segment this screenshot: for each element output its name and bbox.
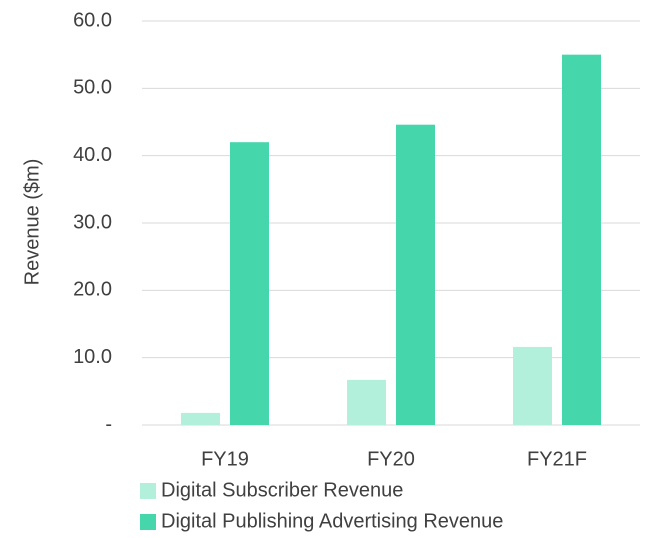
y-tick-label: 40.0: [73, 144, 112, 166]
y-tick-label: 50.0: [73, 77, 112, 99]
y-tick-label: 10.0: [73, 346, 112, 368]
y-tick-label: 30.0: [73, 211, 112, 233]
bar: [513, 346, 552, 425]
y-tick-label: -: [105, 413, 112, 435]
y-axis-label: Revenue ($m): [21, 159, 43, 286]
bar: [347, 379, 386, 425]
bar: [396, 124, 435, 426]
bar: [230, 142, 269, 425]
x-tick-label: FY19: [201, 448, 249, 470]
bar: [562, 54, 601, 426]
legend-label: Digital Publishing Advertising Revenue: [161, 510, 503, 532]
legend-swatch: [140, 483, 156, 499]
x-tick-label: FY21F: [527, 448, 587, 470]
bar: [181, 412, 220, 425]
y-tick-label: 60.0: [73, 9, 112, 31]
legend-swatch: [140, 514, 156, 530]
y-tick-label: 20.0: [73, 279, 112, 301]
x-tick-label: FY20: [367, 448, 415, 470]
legend-label: Digital Subscriber Revenue: [161, 479, 403, 501]
